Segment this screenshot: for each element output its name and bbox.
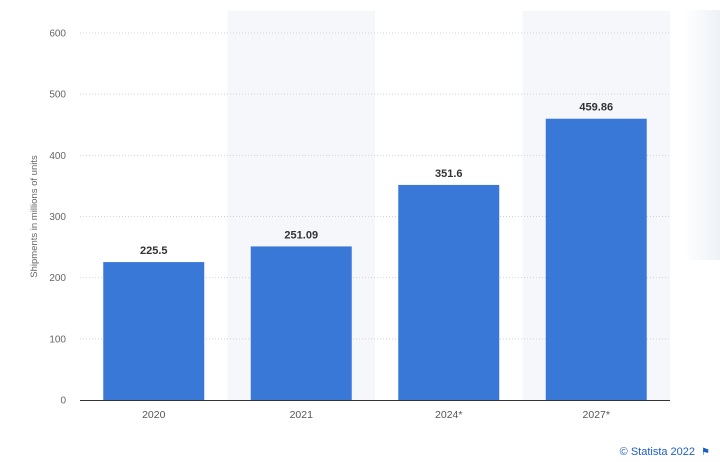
data-label: 225.5	[140, 245, 168, 257]
y-axis-ticks: 0 100 200 300 400 500 600	[49, 29, 66, 407]
y-tick-label: 400	[49, 151, 66, 162]
x-axis-categories: 2020 2021 2024* 2027*	[142, 409, 610, 421]
data-label: 351.6	[435, 168, 463, 180]
flag-icon: ⚑	[701, 447, 710, 458]
bar	[545, 118, 647, 400]
x-category-label: 2024*	[435, 409, 462, 421]
x-category-label: 2021	[290, 409, 314, 421]
data-labels: 225.5 251.09 351.6 459.86	[140, 102, 613, 257]
y-tick-label: 200	[49, 273, 66, 284]
credit[interactable]: © Statista 2022 ⚑	[620, 446, 710, 458]
y-tick-label: 300	[49, 212, 66, 223]
y-axis-title: Shipments in millions of units	[29, 155, 40, 278]
bar	[250, 246, 352, 400]
y-tick-label: 500	[49, 90, 66, 101]
data-label: 251.09	[284, 229, 318, 241]
y-tick-label: 0	[60, 396, 66, 407]
data-label: 459.86	[579, 102, 613, 114]
y-tick-label: 100	[49, 334, 66, 345]
bar	[398, 184, 500, 400]
bars	[103, 118, 647, 400]
bar	[103, 262, 205, 400]
gridlines	[80, 32, 670, 340]
y-tick-label: 600	[49, 29, 66, 40]
x-category-label: 2020	[142, 409, 166, 421]
credit-text: © Statista 2022	[619, 446, 696, 458]
side-panel-edge	[684, 10, 720, 260]
x-category-label: 2027*	[583, 409, 610, 421]
